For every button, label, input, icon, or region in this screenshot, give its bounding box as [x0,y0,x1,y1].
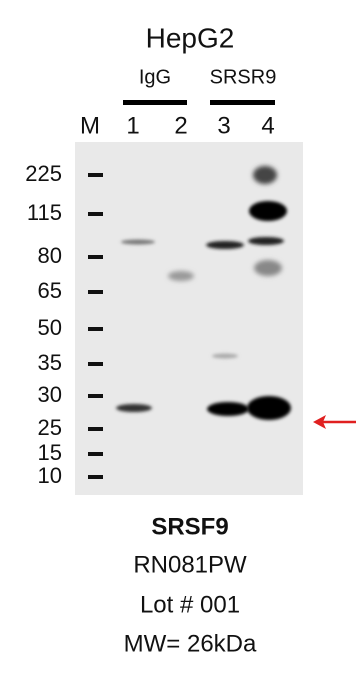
marker-label: 15 [38,440,62,465]
marker-label: 10 [38,463,62,488]
marker-band [88,327,103,331]
lane-label: 3 [217,112,230,139]
group-bar [123,100,187,105]
arrow [313,415,356,429]
marker-label: 35 [38,350,62,375]
group-label: SRSR9 [210,66,277,88]
marker-ladder [88,173,103,479]
marker-band [88,255,103,259]
marker-label: 80 [38,243,62,268]
marker-band [88,475,103,479]
marker-band [88,452,103,456]
marker-band [88,212,103,216]
marker-band [88,427,103,431]
lane-label: 2 [174,112,187,139]
caption-catalog: RN081PW [133,551,247,578]
marker-label: 225 [25,161,62,186]
group-bar [210,100,275,105]
caption-lot: Lot # 001 [140,591,240,618]
lane-label: 1 [126,112,139,139]
caption-target: SRSF9 [151,513,228,540]
lane-label: M [80,112,100,139]
bands [116,166,291,420]
group-label: IgG [139,66,171,88]
marker-label: 115 [27,200,62,225]
caption-mw: MW= 26kDa [124,630,257,657]
blot-membrane [75,142,303,495]
marker-band [88,173,103,177]
marker-label: 50 [38,315,62,340]
title: HepG2 [146,22,235,53]
marker-label: 30 [38,382,62,407]
marker-band [88,394,103,398]
marker-band [88,290,103,294]
lane-label: 4 [261,112,274,139]
marker-band [88,362,103,366]
marker-label: 25 [38,415,62,440]
marker-label: 65 [38,278,62,303]
